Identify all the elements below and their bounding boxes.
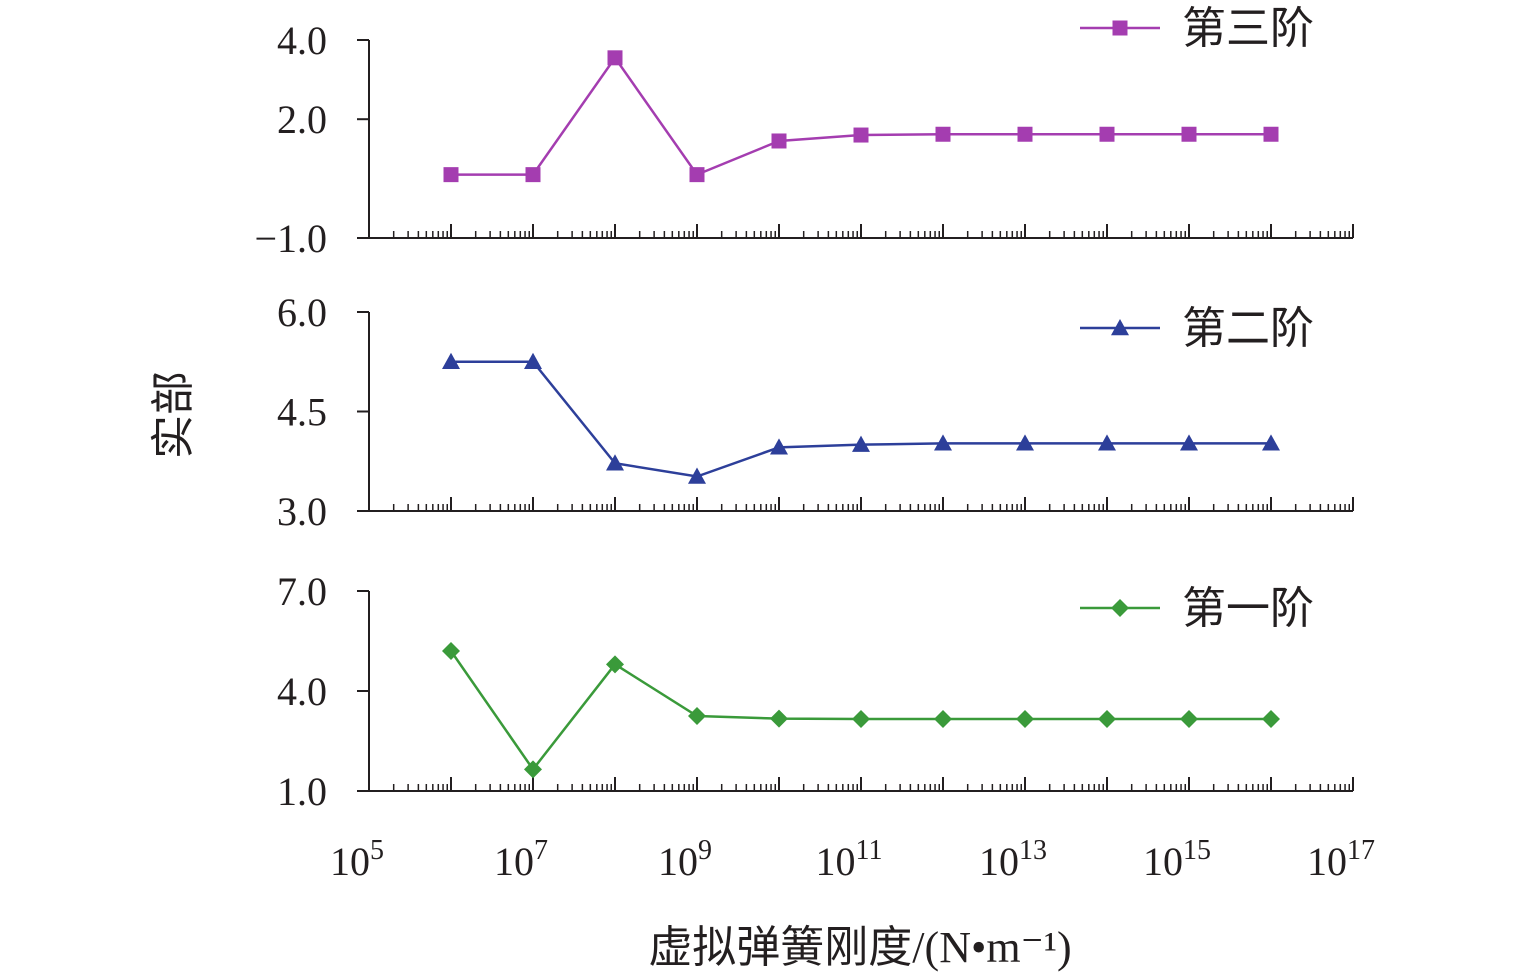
data-point-triangle bbox=[606, 454, 624, 471]
data-point-triangle bbox=[1180, 434, 1198, 451]
data-point-square bbox=[771, 133, 787, 149]
x-tick-label: 1011 bbox=[816, 835, 883, 884]
data-point-diamond bbox=[1262, 710, 1280, 728]
data-point-diamond bbox=[606, 655, 624, 674]
data-point-square bbox=[525, 167, 541, 183]
data-point-square bbox=[1017, 126, 1033, 142]
x-axis-title: 虚拟弹簧刚度/(N•m⁻¹) bbox=[648, 923, 1071, 972]
panel-3-y-tick-label: 7.0 bbox=[277, 569, 327, 614]
data-point-square bbox=[853, 127, 869, 143]
data-point-square bbox=[443, 167, 459, 183]
data-point-diamond bbox=[1098, 710, 1116, 728]
legend-label-triangle: 第二阶 bbox=[1182, 304, 1314, 353]
data-point-square bbox=[607, 50, 623, 66]
data-point-square bbox=[689, 167, 705, 183]
data-point-triangle bbox=[770, 438, 788, 455]
panel-1-y-tick-label: −1.0 bbox=[254, 216, 327, 261]
series-line-triangle bbox=[451, 360, 1271, 478]
x-tick-label: 107 bbox=[494, 835, 548, 884]
y-axis-title: 实部 bbox=[149, 371, 198, 459]
x-tick-label: 1013 bbox=[979, 835, 1047, 884]
series-layer bbox=[442, 50, 1280, 779]
data-point-diamond bbox=[442, 642, 460, 660]
x-tick-label: 105 bbox=[330, 835, 384, 884]
panel-1-y-tick-label: 4.0 bbox=[277, 18, 327, 63]
panel-2-y-tick-label: 4.5 bbox=[277, 390, 327, 435]
panel-3-y-tick-label: 1.0 bbox=[277, 769, 327, 814]
x-tick-label: 109 bbox=[658, 835, 712, 884]
data-point-diamond bbox=[852, 710, 870, 728]
data-point-diamond bbox=[934, 710, 952, 728]
data-point-diamond bbox=[688, 707, 706, 725]
data-point-triangle bbox=[442, 352, 460, 369]
data-point-diamond bbox=[524, 760, 542, 779]
axes-frame bbox=[357, 39, 1354, 792]
panel-2-y-tick-label: 3.0 bbox=[277, 489, 327, 534]
data-point-triangle bbox=[1016, 434, 1034, 451]
data-point-diamond bbox=[770, 709, 788, 728]
data-point-diamond bbox=[1180, 710, 1198, 728]
legend-label-diamond: 第一阶 bbox=[1182, 584, 1314, 633]
data-point-square bbox=[1181, 126, 1197, 142]
panel-2-y-tick-label: 6.0 bbox=[277, 290, 327, 335]
series-line-square bbox=[451, 55, 1271, 177]
data-point-triangle bbox=[1262, 434, 1280, 451]
data-point-triangle bbox=[934, 434, 952, 451]
data-point-triangle bbox=[1098, 434, 1116, 451]
legend-marker-diamond bbox=[1111, 599, 1129, 617]
legend-marker-triangle bbox=[1111, 319, 1129, 336]
x-tick-label: 1015 bbox=[1143, 835, 1211, 884]
data-point-triangle bbox=[524, 352, 542, 369]
panel-1-y-tick-label: 2.0 bbox=[277, 97, 327, 142]
data-point-square bbox=[1099, 126, 1115, 142]
data-point-square bbox=[935, 126, 951, 142]
legend-label-square: 第三阶 bbox=[1182, 4, 1314, 53]
panel-3-y-tick-label: 4.0 bbox=[277, 669, 327, 714]
labels-layer: −1.0 2.0 4.0 第三阶 3.0 4.5 6.0 第二阶 1.0 4.0 7.0 第一阶 105… bbox=[254, 4, 1375, 884]
data-point-triangle bbox=[852, 435, 870, 452]
data-point-square bbox=[1263, 126, 1279, 142]
x-tick-label: 1017 bbox=[1307, 835, 1375, 884]
legend-marker-square bbox=[1112, 20, 1128, 36]
data-point-triangle bbox=[688, 467, 706, 484]
data-point-diamond bbox=[1016, 710, 1034, 728]
